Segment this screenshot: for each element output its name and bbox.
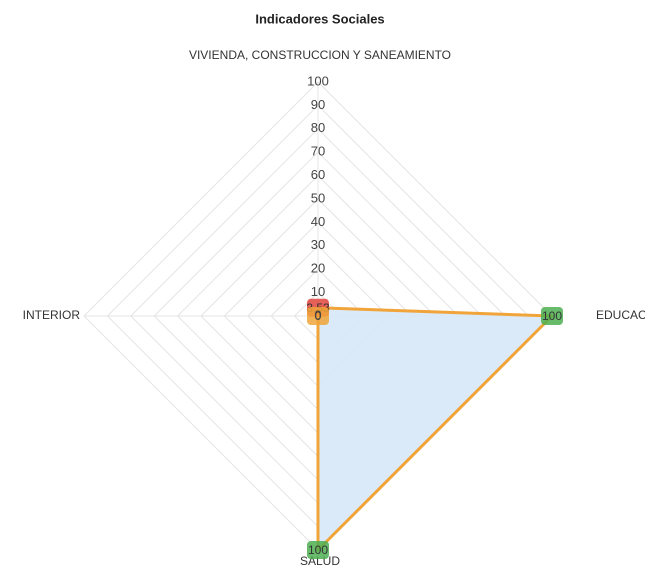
data-label-box (307, 307, 329, 325)
series-area (316, 306, 554, 552)
tick-label: 20 (311, 261, 325, 276)
tick-label: 30 (311, 237, 325, 252)
data-label-box (541, 307, 563, 325)
chart-title: Indicadores Sociales (255, 11, 384, 26)
data-label-text: 0 (315, 309, 322, 323)
data-label: 100 (307, 541, 329, 559)
tick-label: 50 (311, 190, 325, 205)
axis-label: INTERIOR (23, 308, 81, 322)
data-label-text: 100 (308, 543, 328, 557)
tick-label: 90 (311, 97, 325, 112)
tick-label: 70 (311, 144, 325, 159)
axis-label: EDUCACION (596, 308, 645, 322)
data-label-text: 100 (542, 309, 562, 323)
tick-label: 0 (314, 307, 321, 322)
tick-label: 40 (311, 214, 325, 229)
data-label: 100 (541, 307, 563, 325)
tick-label: 80 (311, 120, 325, 135)
axis-label: VIVIENDA, CONSTRUCCION Y SANEAMIENTO (189, 48, 451, 62)
tick-label: 60 (311, 167, 325, 182)
data-label: 0 (307, 307, 329, 325)
tick-label: 100 (307, 73, 329, 88)
data-label-box (307, 541, 329, 559)
tick-label: 10 (311, 284, 325, 299)
